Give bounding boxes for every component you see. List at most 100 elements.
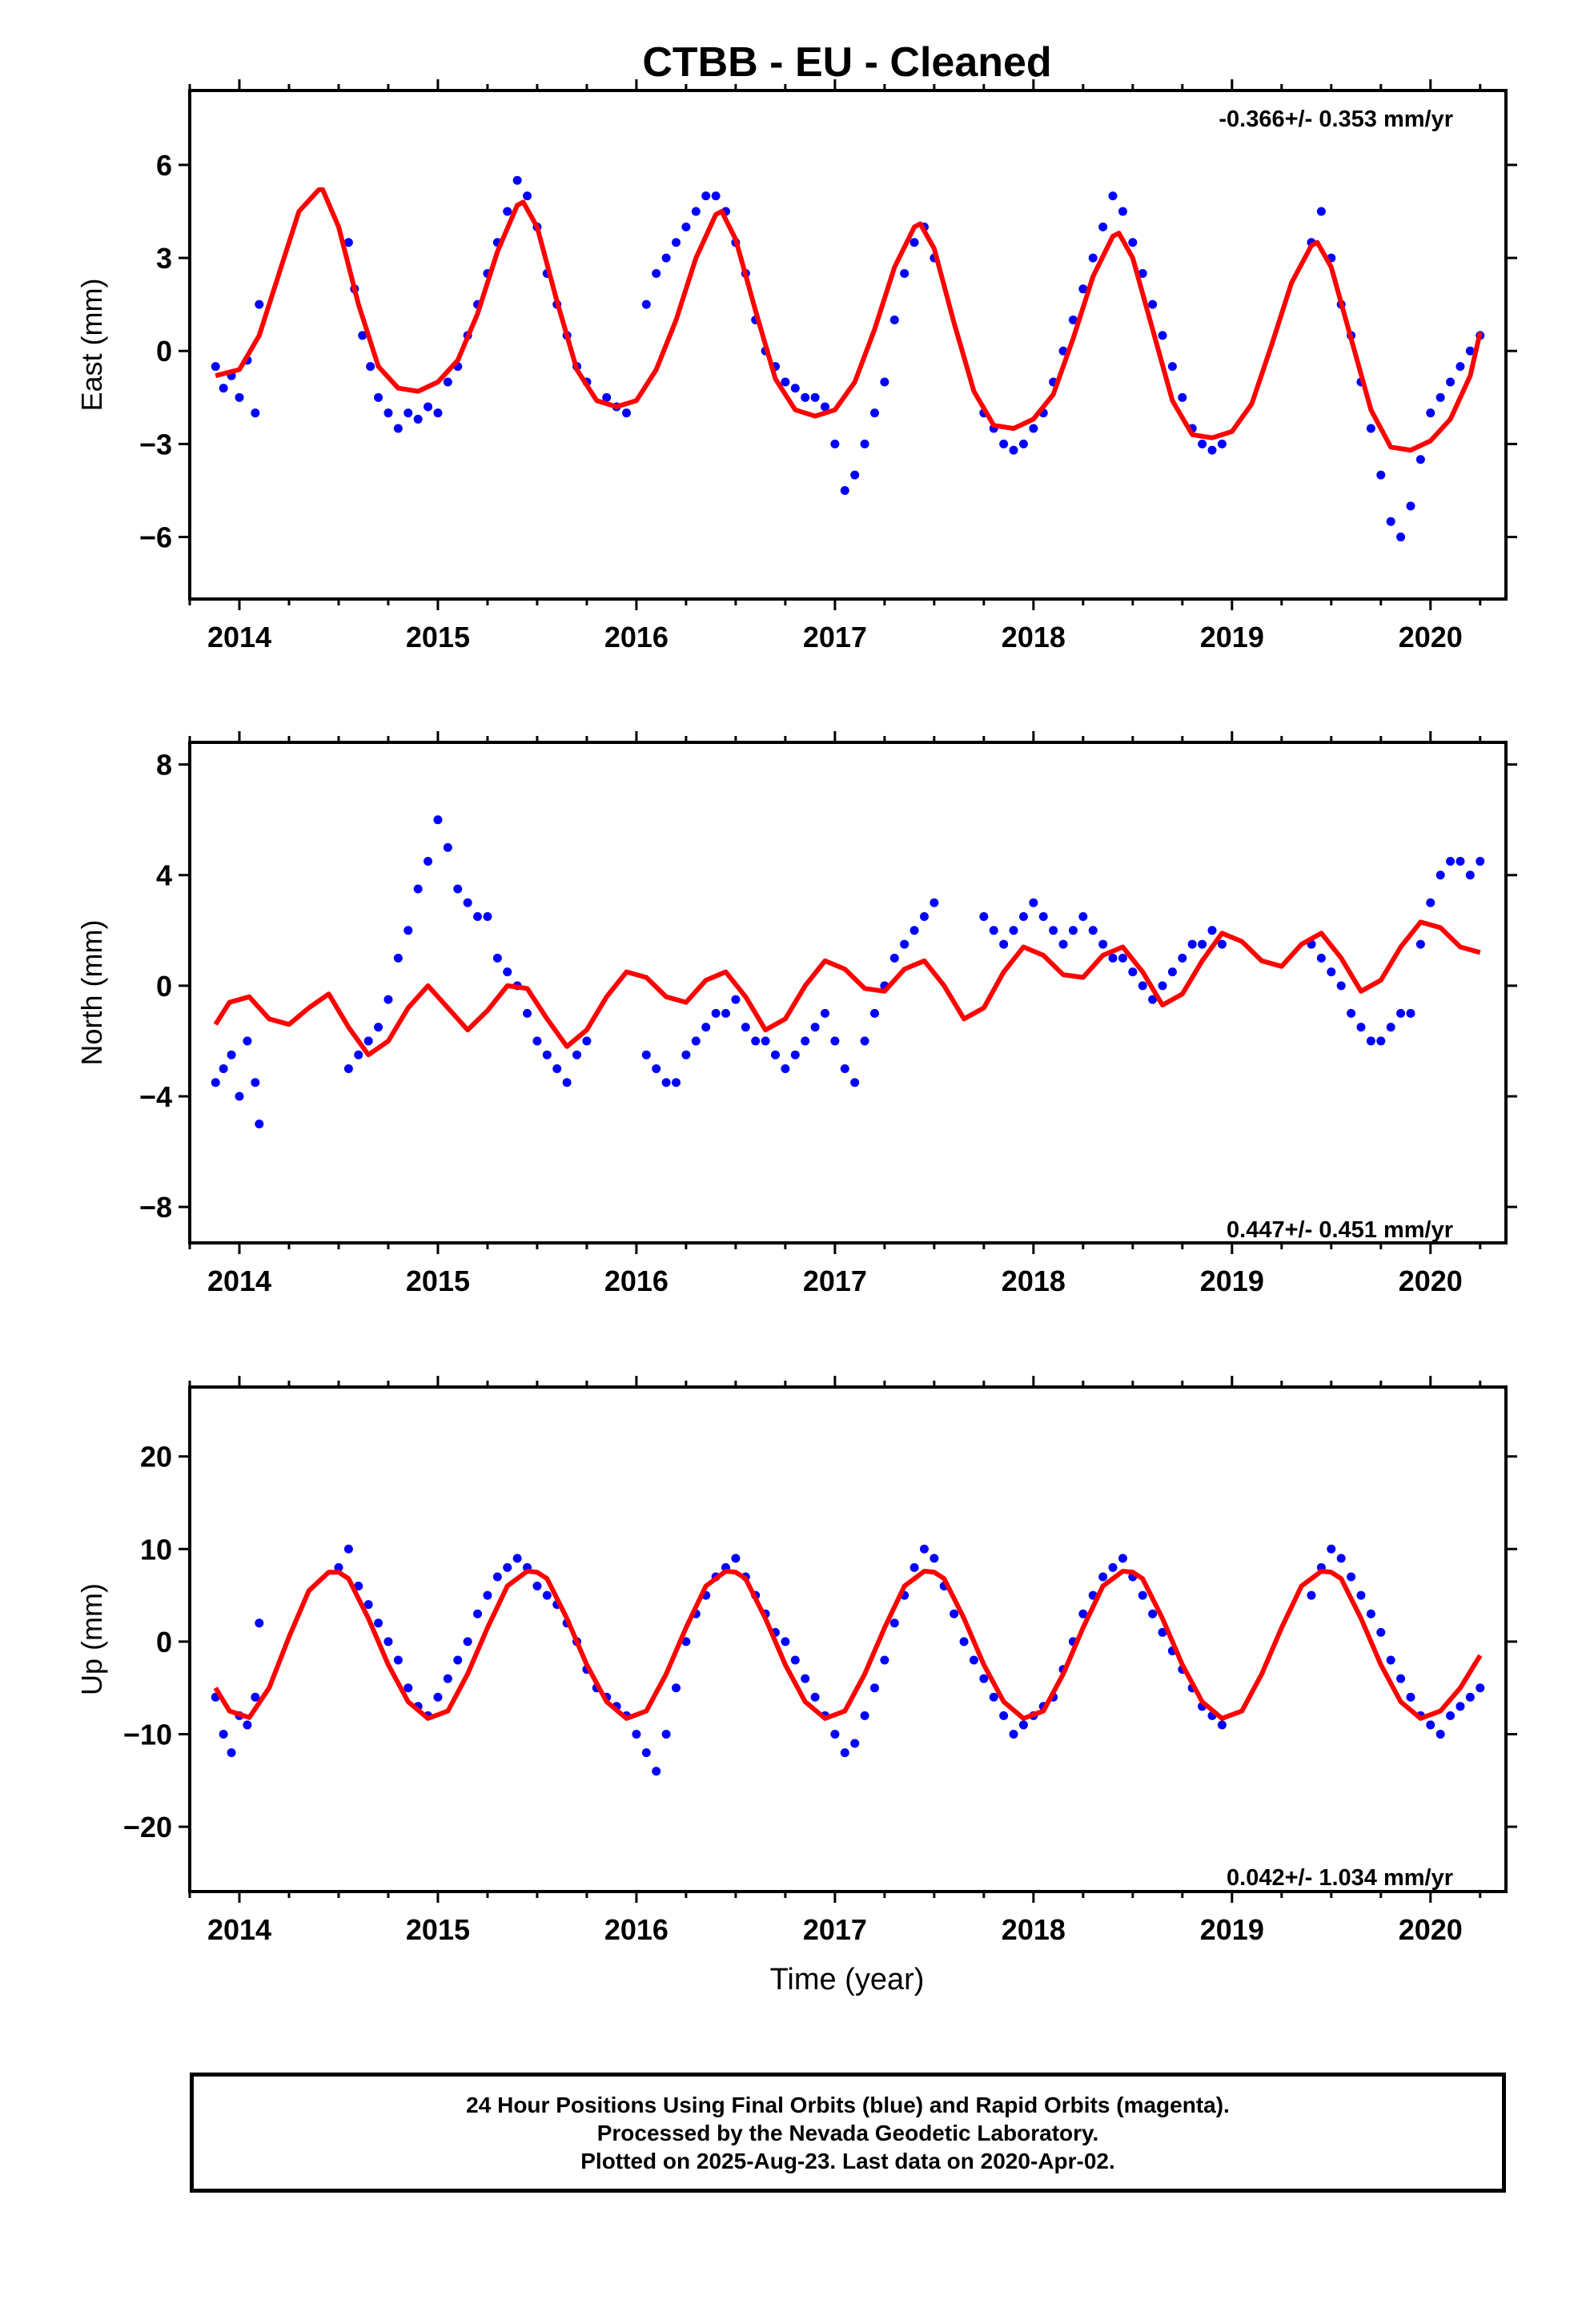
east-x-tick-label: 2019 <box>1200 621 1264 653</box>
up-y-axis-label: Up (mm) <box>75 1583 108 1695</box>
up-data-point <box>433 1692 443 1702</box>
up-data-point <box>652 1767 661 1776</box>
north-data-point <box>1435 870 1445 880</box>
up-data-point <box>880 1655 889 1665</box>
up-x-tick-label: 2020 <box>1399 1913 1463 1946</box>
up-data-point <box>1108 1562 1118 1572</box>
up-rate-label: 0.042+/- 1.034 mm/yr <box>1227 1865 1453 1891</box>
east-data-point <box>211 362 220 372</box>
up-data-point <box>979 1674 989 1683</box>
north-data-point <box>1009 926 1018 935</box>
up-data-point <box>1217 1720 1227 1730</box>
north-data-point <box>820 1008 829 1018</box>
east-panel: 2014 2015 2016 2017 2018 2019 2020 −6 −3 0 3 6 East … <box>75 79 1517 653</box>
north-data-point <box>909 926 919 935</box>
north-data-point <box>751 1036 761 1046</box>
up-data-point <box>840 1748 849 1758</box>
north-data-point <box>810 1023 820 1032</box>
north-data-point <box>1138 981 1147 991</box>
up-data-point <box>1307 1590 1316 1600</box>
north-data-point <box>790 1050 800 1059</box>
up-data-point <box>1158 1627 1167 1637</box>
east-data-point <box>366 362 375 372</box>
north-data-point <box>1029 898 1038 907</box>
north-data-point <box>731 995 741 1004</box>
east-x-tick-label: 2015 <box>406 621 470 653</box>
north-data-point <box>1396 1008 1406 1018</box>
up-data-point <box>251 1692 260 1702</box>
north-data-point <box>1347 1008 1356 1018</box>
north-data-point <box>453 884 463 894</box>
north-data-point <box>503 967 512 977</box>
up-data-point <box>1018 1720 1028 1730</box>
up-data-point <box>1118 1554 1127 1563</box>
north-data-point <box>1356 1023 1366 1032</box>
east-data-point <box>1018 439 1028 448</box>
up-data-point <box>830 1729 840 1739</box>
up-plot-frame <box>188 1385 1508 1893</box>
north-data-point <box>1068 926 1078 935</box>
up-data-point <box>1009 1729 1018 1739</box>
north-x-tick-label: 2018 <box>1002 1265 1066 1297</box>
north-data-point <box>840 1063 849 1073</box>
up-data-point <box>1476 1683 1485 1693</box>
east-data-point <box>343 238 353 247</box>
up-data-point <box>243 1720 252 1730</box>
east-data-point <box>1148 300 1158 309</box>
east-data-point <box>393 424 403 433</box>
east-data-point <box>1198 439 1207 448</box>
north-data-point <box>383 995 393 1004</box>
east-data-point <box>404 408 413 418</box>
east-data-point <box>850 470 860 480</box>
north-data-point <box>492 953 502 963</box>
east-y-tick-label: 3 <box>156 242 172 275</box>
north-y-tick-label: −4 <box>139 1080 172 1113</box>
up-data-point <box>930 1554 939 1563</box>
north-data-point <box>1207 926 1217 935</box>
north-data-point <box>443 842 452 852</box>
north-data-point <box>354 1050 363 1059</box>
east-data-point <box>1088 253 1098 263</box>
x-axis-label: Time (year) <box>770 1963 925 1996</box>
north-plot-frame <box>188 741 1508 1244</box>
east-data-point <box>801 392 810 402</box>
east-data-point <box>641 300 651 309</box>
east-data-point <box>999 439 1009 448</box>
up-data-point <box>1426 1720 1435 1730</box>
up-data-point <box>393 1655 403 1665</box>
footer-line-1: 24 Hour Positions Using Final Orbits (bl… <box>466 2093 1230 2117</box>
east-data-point <box>711 191 721 201</box>
east-data-point <box>860 439 869 448</box>
east-data-point <box>1029 424 1038 433</box>
up-x-tick-label: 2017 <box>803 1913 867 1946</box>
north-x-tick-label: 2015 <box>406 1265 470 1297</box>
up-data-point <box>672 1683 681 1693</box>
north-data-point <box>830 1036 840 1046</box>
east-data-point <box>424 402 433 412</box>
north-data-point <box>1366 1036 1375 1046</box>
north-x-tick-label: 2020 <box>1399 1265 1463 1297</box>
up-data-point <box>909 1562 919 1572</box>
east-y-tick-label: 0 <box>156 335 172 368</box>
north-data-point <box>343 1063 353 1073</box>
north-data-point <box>979 912 989 922</box>
north-data-point <box>243 1036 252 1046</box>
east-data-point <box>413 414 423 424</box>
up-data-point <box>255 1618 264 1628</box>
north-data-point <box>393 953 403 963</box>
up-x-tick-label: 2015 <box>406 1913 470 1946</box>
north-data-point <box>404 926 413 935</box>
east-data-point <box>433 408 443 418</box>
chart-title: CTBB - EU - Cleaned <box>642 39 1051 86</box>
north-data-point <box>741 1023 750 1032</box>
up-y-tick-label: 20 <box>140 1441 172 1474</box>
north-data-point <box>251 1078 260 1088</box>
east-data-point <box>1158 331 1167 340</box>
east-data-point <box>1167 362 1177 372</box>
up-data-point <box>950 1609 959 1618</box>
up-data-point <box>632 1729 641 1739</box>
north-y-tick-label: 4 <box>156 859 172 892</box>
east-data-point <box>602 392 612 402</box>
east-data-point <box>235 392 244 402</box>
north-data-point <box>889 953 899 963</box>
